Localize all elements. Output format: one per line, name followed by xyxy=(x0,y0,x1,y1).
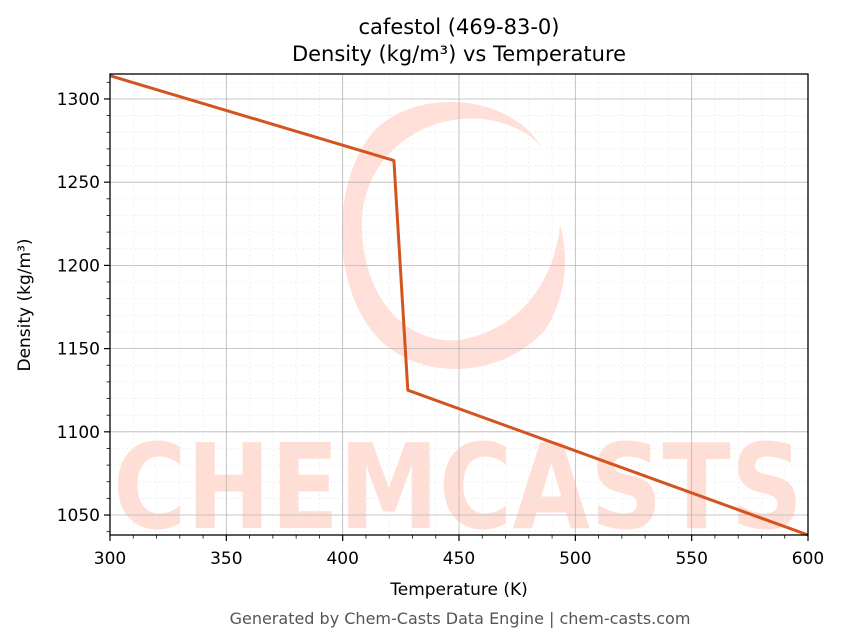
x-tick-label: 500 xyxy=(559,549,591,569)
x-tick-label: 400 xyxy=(326,549,358,569)
y-tick-label: 1150 xyxy=(57,340,100,360)
series-layer xyxy=(109,74,809,537)
y-tick-label: 1050 xyxy=(57,506,100,526)
x-tick-label: 600 xyxy=(792,549,824,569)
chart-subtitle: Density (kg/m³) vs Temperature xyxy=(292,42,626,66)
y-tick-label: 1300 xyxy=(57,90,100,110)
y-axis-label: Density (kg/m³) xyxy=(15,238,35,371)
x-axis-ticks: 300 350 400 450 500 550 600 xyxy=(94,535,824,569)
watermark-swirl-logo xyxy=(341,102,565,369)
x-axis-label: Temperature (K) xyxy=(389,580,528,600)
x-tick-label: 300 xyxy=(94,549,126,569)
watermark-text: CHEMCASTS xyxy=(113,418,803,556)
y-tick-label: 1100 xyxy=(57,423,100,443)
x-tick-label: 450 xyxy=(443,549,475,569)
density-series-line xyxy=(109,74,809,537)
major-grid xyxy=(109,74,809,535)
y-tick-label: 1200 xyxy=(57,256,100,276)
footer-credit: Generated by Chem-Casts Data Engine | ch… xyxy=(230,609,691,628)
x-tick-label: 550 xyxy=(675,549,707,569)
chart-title: cafestol (469-83-0) xyxy=(359,15,560,39)
chemcasts-watermark: CHEMCASTS xyxy=(113,102,803,556)
y-tick-label: 1250 xyxy=(57,173,100,193)
y-axis-ticks: 1050 1100 1150 1200 1250 1300 xyxy=(57,81,110,533)
x-tick-label: 350 xyxy=(210,549,242,569)
